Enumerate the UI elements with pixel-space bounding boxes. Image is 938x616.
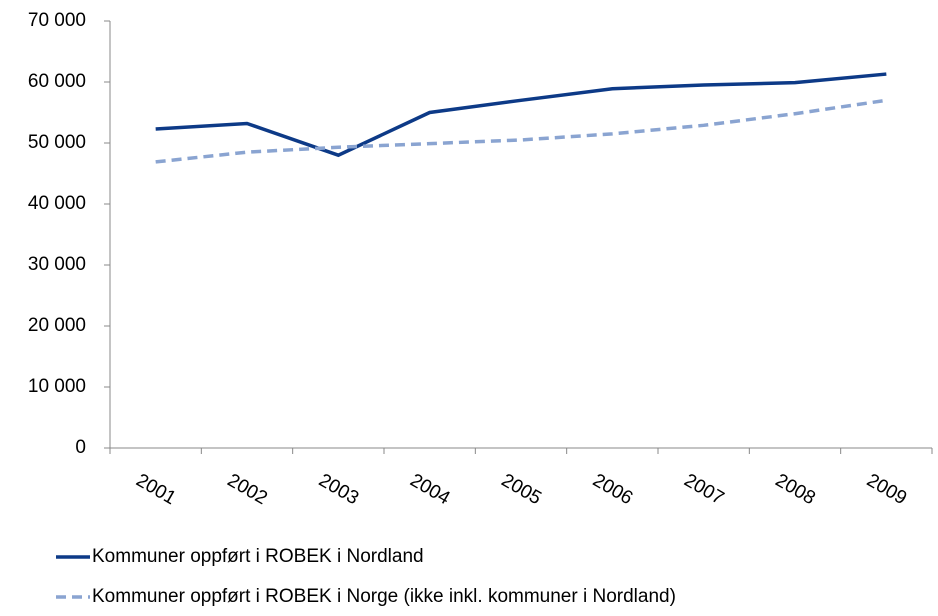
legend-label: Kommuner oppført i ROBEK i Nordland <box>92 546 424 567</box>
y-tick-label: 20 000 <box>28 315 86 336</box>
x-tick-label: 2006 <box>589 470 636 509</box>
x-tick-label: 2002 <box>224 470 271 509</box>
y-tick-label: 0 <box>75 437 86 458</box>
legend-label: Kommuner oppført i ROBEK i Norge (ikke i… <box>92 586 676 607</box>
x-tick-label: 2003 <box>315 470 362 509</box>
x-tick-label: 2007 <box>680 470 727 509</box>
x-tick-label: 2004 <box>406 470 453 510</box>
y-tick-label: 40 000 <box>28 193 86 214</box>
y-tick-label: 10 000 <box>28 376 86 397</box>
y-tick-label: 60 000 <box>28 71 86 92</box>
series-line <box>155 98 887 164</box>
y-tick-label: 30 000 <box>28 254 86 275</box>
x-tick-label: 2001 <box>132 470 179 509</box>
series-line <box>155 72 887 158</box>
x-tick-label: 2009 <box>863 470 910 509</box>
y-tick-label: 70 000 <box>28 10 86 31</box>
x-tick-label: 2005 <box>498 470 545 509</box>
x-tick-label: 2008 <box>772 470 819 509</box>
y-tick-label: 50 000 <box>28 132 86 153</box>
